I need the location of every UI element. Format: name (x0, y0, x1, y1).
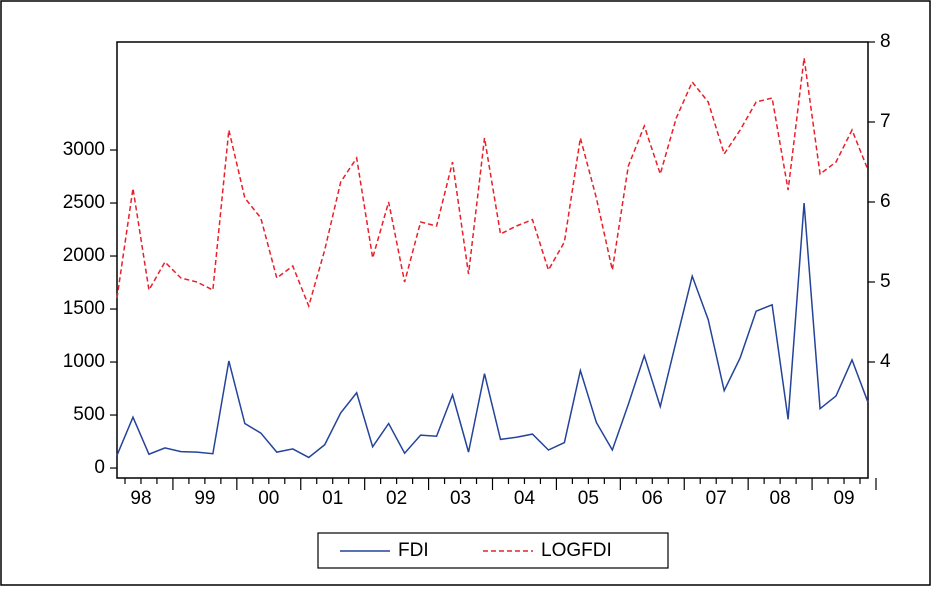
x-tick-label: 00 (258, 488, 279, 509)
x-tick-label: 03 (450, 488, 471, 509)
x-tick-label: 99 (194, 488, 215, 509)
y2-tick-label: 4 (880, 351, 891, 372)
x-tick-label: 09 (833, 488, 854, 509)
y-tick-label: 1500 (63, 298, 105, 319)
y2-tick-label: 5 (880, 271, 891, 292)
legend-label: FDI (398, 540, 429, 561)
x-tick-label: 04 (514, 488, 536, 509)
x-tick-label: 07 (706, 488, 727, 509)
y-tick-label: 0 (94, 457, 105, 478)
y-tick-label: 1000 (63, 351, 105, 372)
y2-tick-label: 8 (880, 31, 891, 52)
series-line (116, 57, 869, 309)
x-tick-label: 06 (642, 488, 663, 509)
y-tick-label: 2500 (63, 192, 105, 213)
y-tick-label: 500 (73, 404, 105, 425)
x-tick-label: 08 (770, 488, 791, 509)
x-tick-label: 98 (130, 488, 151, 509)
y-tick-label: 3000 (63, 139, 105, 160)
x-tick-label: 05 (578, 488, 599, 509)
y2-tick-label: 7 (880, 111, 891, 132)
y2-tick-label: 6 (880, 191, 891, 212)
legend-label: LOGFDI (541, 540, 612, 561)
y-tick-label: 2000 (63, 245, 105, 266)
x-tick-label: 01 (322, 488, 343, 509)
x-tick-label: 02 (386, 488, 407, 509)
series-line (116, 202, 869, 459)
